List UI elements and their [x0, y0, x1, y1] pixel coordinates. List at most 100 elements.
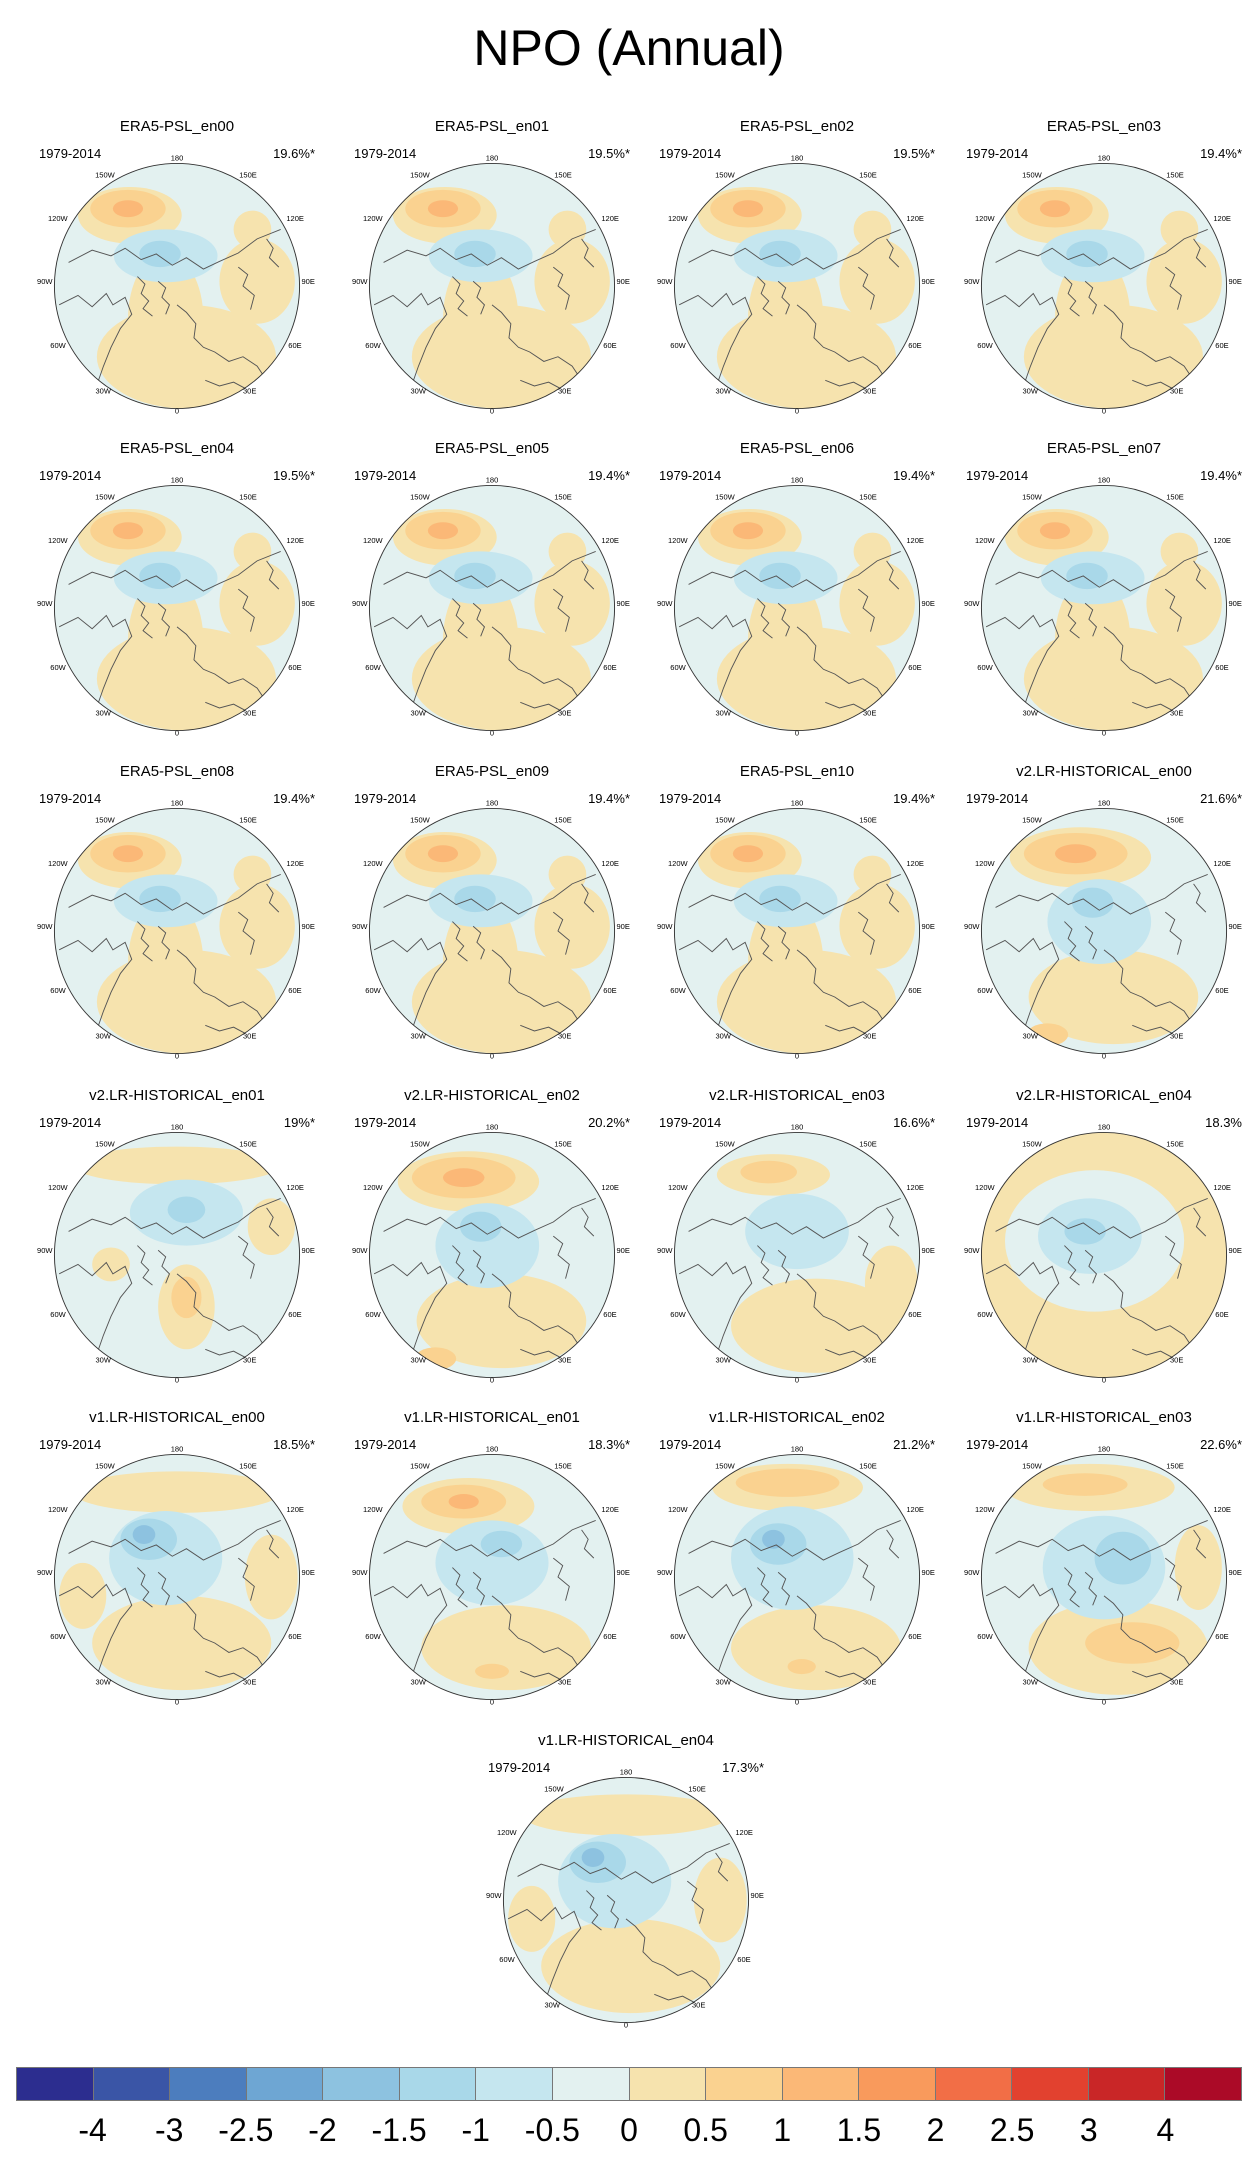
map-panel: ERA5-PSL_en06 1979-2014 19.4%* 180 150E 120E 9… — [647, 440, 947, 740]
longitude-label: 0 — [175, 1375, 179, 1384]
coastline — [715, 1852, 729, 1882]
coastline — [678, 937, 753, 1031]
longitude-label: 120E — [906, 1183, 924, 1192]
colorbar-swatch — [1164, 2067, 1242, 2101]
coastline — [552, 911, 570, 955]
coastline — [157, 280, 171, 315]
longitude-label: 0 — [795, 1697, 799, 1706]
anomaly-contour — [581, 1848, 605, 1867]
coastline — [757, 598, 773, 639]
longitude-label: 150E — [688, 1785, 706, 1794]
longitude-label: 90E — [1228, 1246, 1241, 1255]
anomaly-contour — [475, 1663, 509, 1679]
anomaly-contour — [548, 210, 587, 249]
polar-map: 180 150E 120E 90E 60E 30E 0 30W 60W 90W 120W 150W — [964, 476, 1242, 738]
longitude-label: 90E — [921, 1568, 934, 1577]
longitude-label: 60W — [50, 1632, 66, 1641]
longitude-label: 30E — [1170, 1031, 1183, 1040]
polar-map: 180 150E 120E 90E 60E 30E 0 30W 60W 90W 120W 150W — [657, 1123, 935, 1385]
longitude-label: 90W — [352, 922, 368, 931]
panel-period: 1979-2014 — [966, 468, 1029, 483]
colorbar-swatch — [169, 2067, 247, 2101]
anomaly-contour — [548, 855, 587, 894]
anomaly-contour — [759, 240, 801, 268]
longitude-label: 30W — [716, 386, 732, 395]
longitude-label: 0 — [490, 406, 494, 415]
coastline — [266, 238, 280, 268]
panel-variance-percent: 19.5%* — [273, 468, 315, 483]
colorbar-tick-label: -3 — [155, 2112, 184, 2148]
longitude-label: 30E — [863, 1355, 876, 1364]
colorbar-tick-label: -1 — [461, 2112, 490, 2148]
anomaly-contour — [534, 883, 610, 969]
longitude-label: 120W — [975, 536, 996, 545]
polar-map: 180 150E 120E 90E 60E 30E 0 30W 60W 90W 120W 150W — [657, 1445, 935, 1707]
coastline — [237, 588, 255, 632]
coastline — [1193, 560, 1207, 590]
longitude-label: 150E — [554, 493, 572, 502]
anomaly-contour — [1160, 210, 1199, 249]
longitude-label: 180 — [486, 1445, 499, 1454]
longitude-label: 60E — [1215, 663, 1228, 672]
coastline — [517, 1842, 730, 1884]
longitude-label: 90E — [1228, 599, 1241, 608]
longitude-label: 90W — [964, 1246, 980, 1255]
longitude-label: 60E — [737, 1955, 750, 1964]
panel-title: ERA5-PSL_en06 — [739, 440, 855, 457]
anomaly-contour — [73, 1471, 281, 1513]
longitude-label: 180 — [1098, 1123, 1111, 1132]
anomaly-contour — [233, 210, 272, 249]
longitude-label: 90W — [657, 1246, 673, 1255]
anomaly-contour — [1160, 532, 1199, 571]
coastline — [886, 1529, 900, 1559]
panel-variance-percent: 18.5%* — [273, 1437, 315, 1452]
panel-period: 1979-2014 — [659, 468, 722, 483]
panel-period: 1979-2014 — [39, 468, 102, 483]
anomaly-contour — [534, 238, 610, 324]
anomaly-contour — [459, 1211, 502, 1242]
longitude-label: 90E — [616, 277, 629, 286]
coastline — [266, 883, 280, 913]
longitude-label: 90E — [750, 1891, 763, 1900]
coastline — [777, 602, 791, 637]
anomaly-contour — [1028, 949, 1199, 1045]
longitude-label: 60W — [670, 663, 686, 672]
panel-period: 1979-2014 — [659, 1437, 722, 1452]
coastline — [383, 550, 596, 592]
longitude-label: 120W — [48, 859, 69, 868]
coastline — [383, 1197, 596, 1239]
colorbar-tick-label: -2.5 — [218, 2112, 274, 2148]
coastline — [1103, 626, 1194, 703]
longitude-label: 150W — [95, 1140, 116, 1149]
colorbar-swatch — [934, 2067, 1013, 2101]
coastline — [1164, 1557, 1182, 1601]
longitude-label: 60E — [288, 663, 301, 672]
longitude-label: 30W — [411, 1031, 427, 1040]
coastline — [176, 949, 267, 1026]
colorbar-swatch — [705, 2067, 783, 2101]
colorbar-swatch — [322, 2067, 400, 2101]
map-frame — [368, 484, 616, 732]
anomaly-contour — [442, 253, 519, 385]
polar-map: 180 150E 120E 90E 60E 30E 0 30W 60W 90W 120W 150W — [37, 1445, 315, 1707]
coastline — [796, 626, 887, 703]
longitude-label: 90E — [301, 1246, 314, 1255]
longitude-label: 90W — [486, 1891, 502, 1900]
colorbar-tick-label: -2 — [308, 2112, 337, 2148]
anomaly-contour — [421, 1605, 591, 1691]
longitude-label: 120E — [1213, 859, 1231, 868]
longitude-label: 90E — [921, 277, 934, 286]
map-panel: v1.LR-HISTORICAL_en04 1979-2014 17.3%* 180 1… — [476, 1732, 776, 2032]
anomaly-contour — [139, 240, 181, 268]
coastline — [552, 266, 570, 310]
coastline — [452, 598, 468, 639]
coastline — [68, 873, 281, 915]
longitude-label: 60W — [50, 1310, 66, 1319]
panel-title: ERA5-PSL_en01 — [434, 118, 550, 135]
anomaly-contour — [1085, 1622, 1180, 1664]
longitude-label: 30E — [1170, 708, 1183, 717]
colorbar-swatch — [1087, 2067, 1166, 2101]
longitude-label: 0 — [490, 1697, 494, 1706]
longitude-label: 120E — [286, 1183, 304, 1192]
coastline — [757, 921, 773, 962]
